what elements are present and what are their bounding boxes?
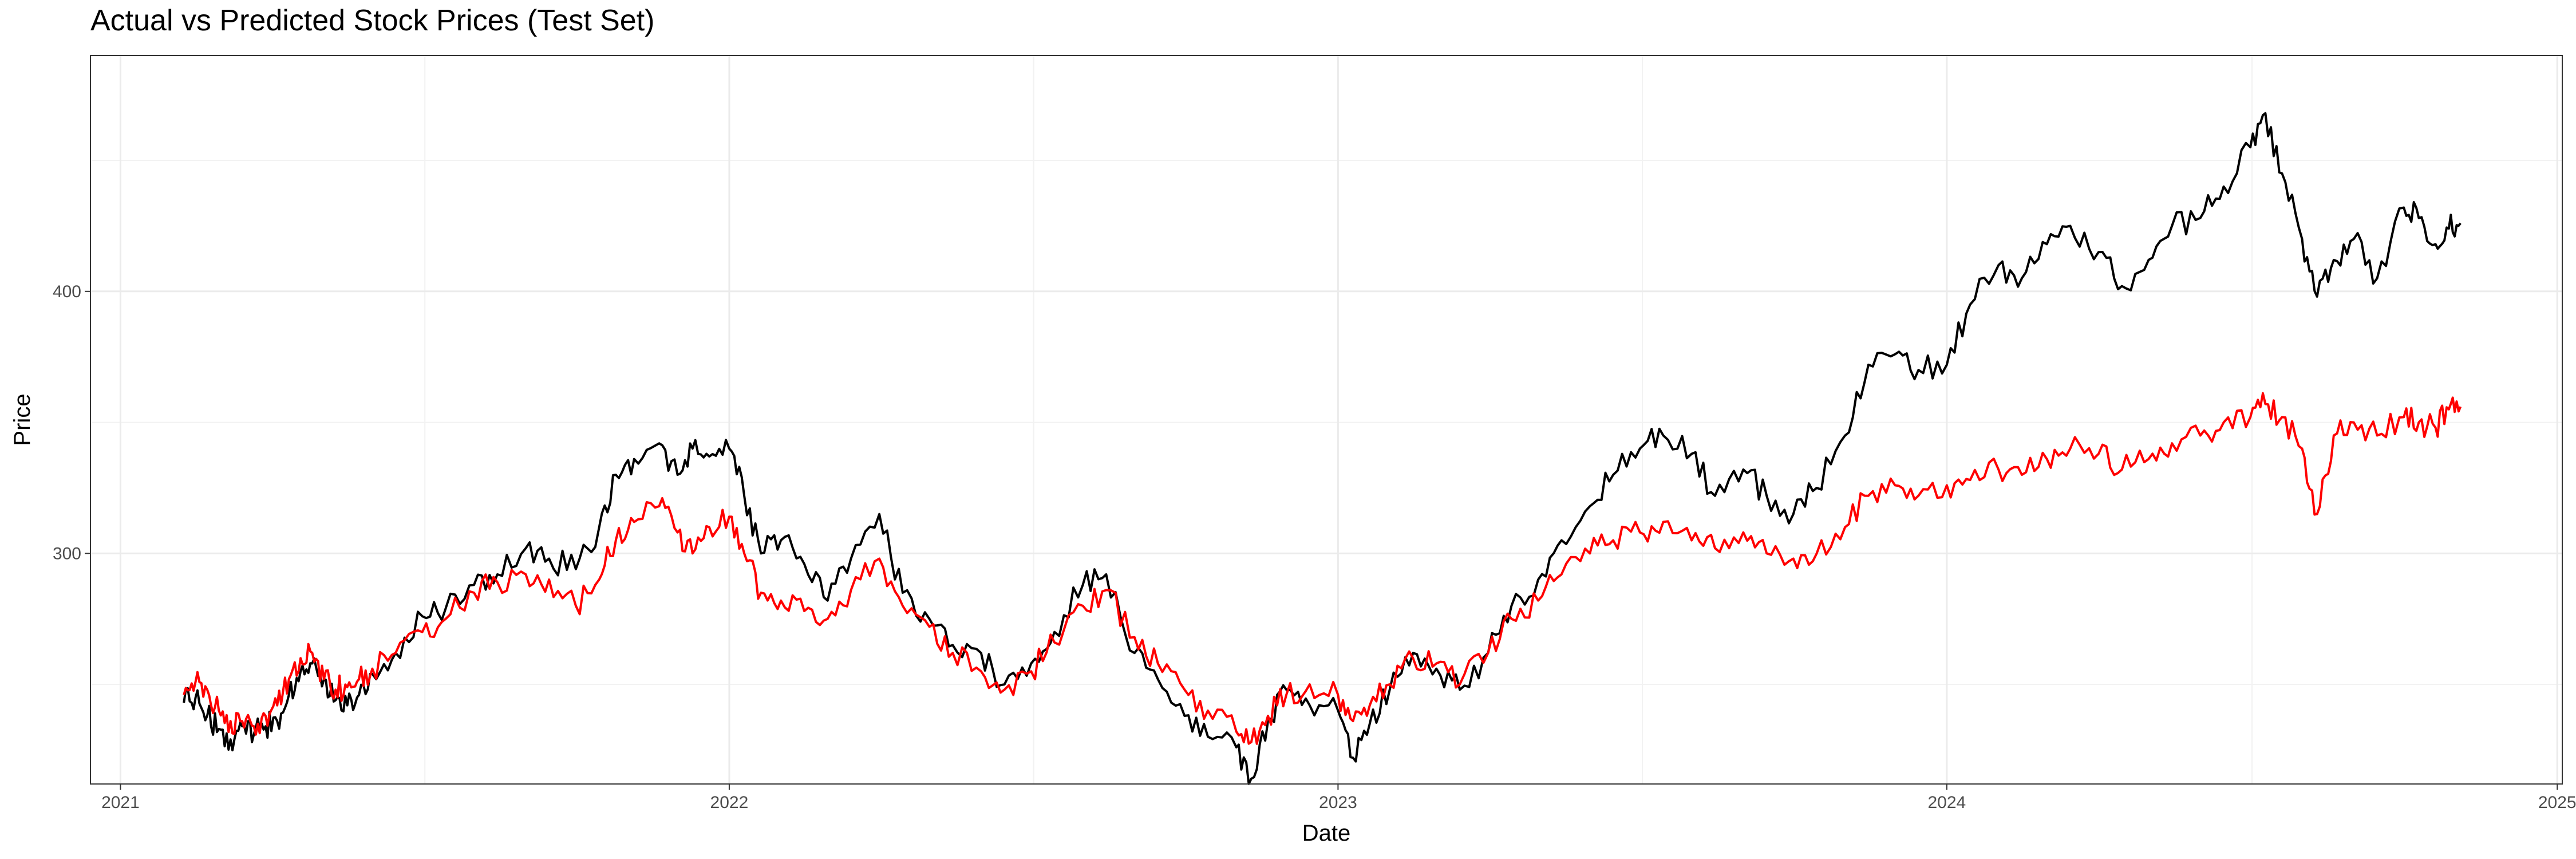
gridlines bbox=[90, 56, 2562, 784]
x-tick-label: 2023 bbox=[1319, 793, 1357, 812]
actual-price-line bbox=[183, 112, 2462, 785]
x-tick-label: 2021 bbox=[101, 793, 140, 812]
series-lines bbox=[183, 112, 2462, 785]
plot-border bbox=[90, 55, 2563, 785]
x-tick-label: 2024 bbox=[1927, 793, 1966, 812]
y-axis-title: Price bbox=[10, 393, 35, 446]
y-tick-label: 300 bbox=[53, 544, 81, 563]
y-tick-label: 400 bbox=[53, 282, 81, 301]
axes: 2021 2022 2023 2024 2025 300 400 bbox=[53, 282, 2576, 812]
predicted-price-line bbox=[183, 392, 2462, 745]
x-axis-title: Date bbox=[1302, 821, 1351, 846]
chart-title: Actual vs Predicted Stock Prices (Test S… bbox=[90, 4, 655, 37]
plot-panel bbox=[90, 56, 2562, 784]
x-tick-label: 2022 bbox=[710, 793, 749, 812]
x-tick-label: 2025 bbox=[2538, 793, 2576, 812]
